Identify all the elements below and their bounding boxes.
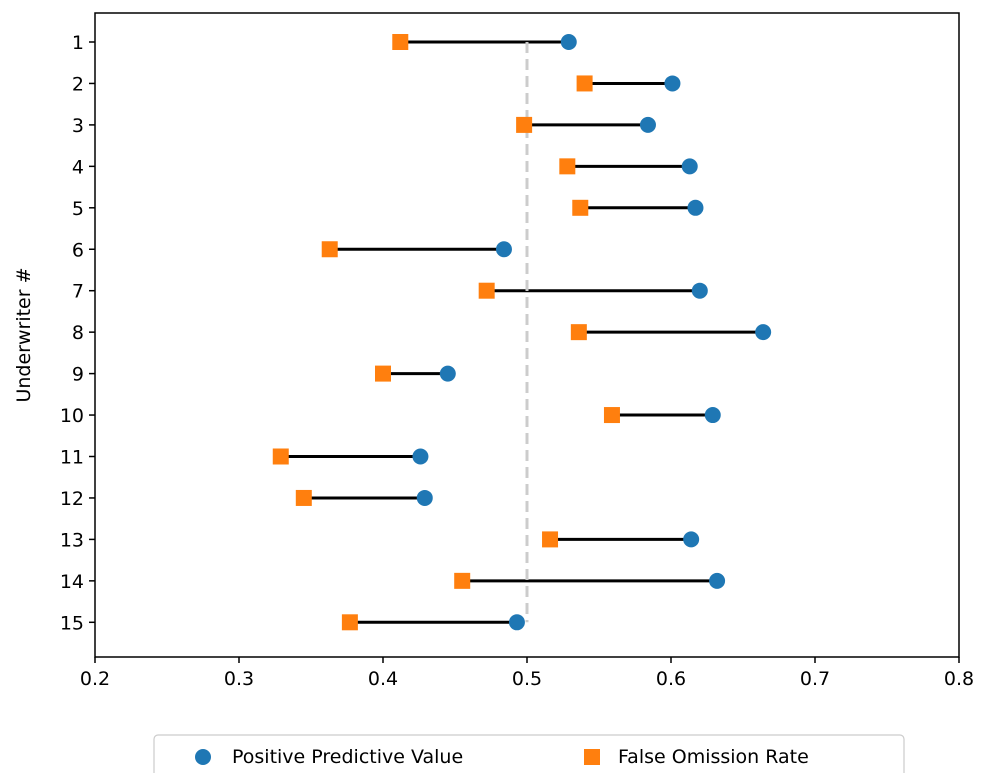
x-tick-label-0.5: 0.5 xyxy=(512,668,542,690)
for-marker-9 xyxy=(375,365,391,382)
ppv-marker-13 xyxy=(683,531,700,548)
for-marker-3 xyxy=(516,116,533,133)
for-marker-15 xyxy=(341,614,358,631)
ppv-marker-12 xyxy=(416,489,433,506)
x-tick-label-0.2: 0.2 xyxy=(80,668,110,690)
connector-layer xyxy=(280,40,764,624)
for-marker-6 xyxy=(321,241,338,258)
ppv-marker-15 xyxy=(508,614,525,631)
y-tick-label-13: 13 xyxy=(60,529,84,551)
for-marker-7 xyxy=(478,282,495,299)
for-marker-10 xyxy=(603,407,620,424)
legend-marker-for xyxy=(584,749,600,765)
for-marker-12 xyxy=(295,489,312,506)
for-marker-13 xyxy=(542,531,559,548)
y-tick-label-9: 9 xyxy=(72,364,84,386)
ppv-marker-7 xyxy=(691,282,708,299)
legend-marker-ppv xyxy=(195,749,211,765)
ppv-marker-8 xyxy=(755,324,772,341)
y-tick-label-5: 5 xyxy=(72,198,84,220)
y-tick-label-6: 6 xyxy=(72,239,84,261)
y-tick-label-8: 8 xyxy=(72,322,84,344)
y-tick-label-14: 14 xyxy=(60,571,84,593)
legend-label-ppv: Positive Predictive Value xyxy=(232,746,463,768)
for-marker-4 xyxy=(559,158,576,175)
y-tick-label-10: 10 xyxy=(60,405,84,427)
for-marker-2 xyxy=(576,75,593,92)
ppv-marker-4 xyxy=(681,158,698,175)
for-marker-5 xyxy=(572,199,589,216)
ppv-marker-3 xyxy=(639,116,656,133)
legend-frame xyxy=(153,734,905,777)
for-marker-14 xyxy=(454,572,471,589)
x-tick-label-0.4: 0.4 xyxy=(368,668,398,690)
ppv-marker-2 xyxy=(664,75,681,92)
x-tick-label-0.6: 0.6 xyxy=(656,668,686,690)
ppv-marker-9 xyxy=(439,365,456,382)
legend-label-for: False Omission Rate xyxy=(618,746,809,768)
x-tick-label-0.3: 0.3 xyxy=(224,668,254,690)
y-tick-label-12: 12 xyxy=(60,488,84,510)
for-marker-1 xyxy=(392,34,409,50)
y-tick-label-15: 15 xyxy=(60,612,84,634)
y-tick-label-1: 1 xyxy=(72,32,84,54)
legend: Positive Predictive Value False Omission… xyxy=(153,734,905,777)
y-axis-label: Underwriter # xyxy=(13,267,35,402)
x-tick-label-0.8: 0.8 xyxy=(944,668,974,690)
x-tick-label-0.7: 0.7 xyxy=(800,668,830,690)
y-tick-label-4: 4 xyxy=(72,156,84,178)
ppv-marker-11 xyxy=(412,448,429,465)
y-tick-label-2: 2 xyxy=(72,73,84,95)
ppv-marker-14 xyxy=(709,572,726,589)
y-tick-label-3: 3 xyxy=(72,115,84,137)
marker-layer xyxy=(272,34,772,631)
y-tick-label-7: 7 xyxy=(72,281,84,303)
ppv-marker-10 xyxy=(704,407,721,424)
for-marker-11 xyxy=(272,448,289,465)
for-marker-8 xyxy=(570,324,587,341)
ppv-marker-5 xyxy=(687,199,704,216)
y-tick-label-11: 11 xyxy=(60,447,84,469)
ppv-marker-1 xyxy=(560,34,577,50)
ppv-marker-6 xyxy=(495,241,512,258)
